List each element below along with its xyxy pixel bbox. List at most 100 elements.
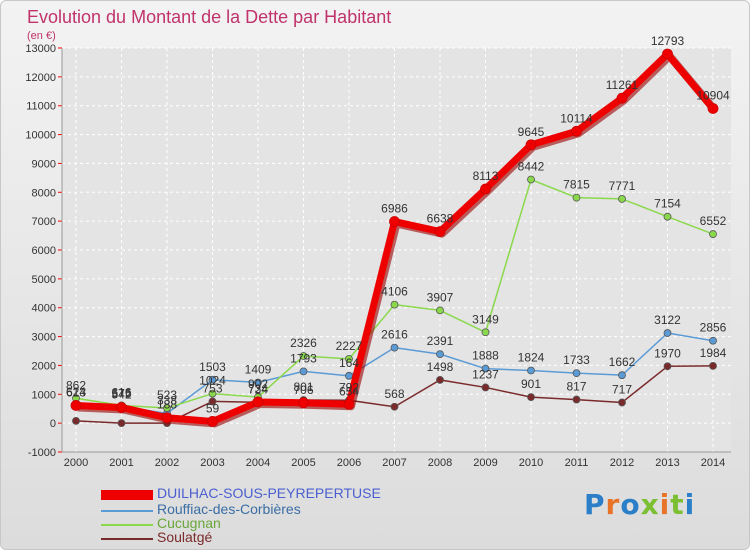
x-tick-label: 2003 (200, 457, 224, 469)
x-tick-label: 2004 (246, 457, 270, 469)
data-label: 792 (339, 380, 359, 394)
x-tick-label: 2011 (565, 457, 589, 469)
data-point (208, 389, 217, 398)
x-tick-label: 2009 (473, 457, 497, 469)
data-label: 1888 (472, 349, 499, 363)
data-label: 2616 (381, 328, 408, 342)
data-label: 2227 (336, 339, 363, 353)
y-tick-label: 8000 (32, 187, 56, 199)
x-tick-label: 2013 (655, 457, 679, 469)
data-label: 6986 (381, 202, 408, 216)
y-tick-label: 1000 (32, 389, 56, 401)
data-point (480, 183, 491, 195)
legend-swatch (101, 538, 153, 540)
data-label: 706 (293, 383, 313, 397)
data-label: 9645 (518, 125, 545, 139)
data-label: 7154 (654, 197, 681, 211)
data-label: 568 (384, 387, 404, 401)
legend-swatch (101, 524, 153, 526)
data-point (662, 48, 673, 60)
data-point (527, 366, 535, 375)
data-label: 523 (157, 388, 177, 402)
data-label: 1984 (700, 346, 727, 360)
x-tick-label: 2010 (519, 457, 543, 469)
y-tick-label: 13000 (25, 43, 56, 55)
data-point (390, 300, 399, 309)
data-label: 338 (157, 393, 177, 407)
data-point (436, 306, 444, 315)
data-point (208, 375, 217, 384)
data-label: 1824 (518, 351, 545, 365)
y-tick-label: 9000 (32, 158, 56, 170)
data-label: 753 (202, 381, 222, 395)
data-point (434, 226, 446, 237)
y-tick-label: -1000 (28, 447, 56, 459)
data-point (527, 175, 535, 184)
data-label: 1503 (199, 360, 226, 374)
x-tick-label: 2006 (337, 457, 361, 469)
legend-swatch (101, 490, 153, 500)
data-label: 6638 (427, 212, 454, 226)
data-label: 734 (248, 382, 268, 396)
x-tick-label: 2001 (109, 457, 133, 469)
legend-label: Cucugnan (157, 515, 221, 531)
x-tick-label: 2000 (64, 457, 88, 469)
data-point (436, 376, 444, 384)
data-label: 575 (111, 387, 131, 401)
data-point (72, 416, 80, 425)
data-point (572, 193, 581, 202)
y-tick-label: 12000 (25, 72, 56, 84)
data-point (707, 103, 719, 114)
x-tick-label: 2005 (291, 457, 315, 469)
legend-label: Soulatgé (157, 529, 213, 545)
x-tick-label: 2012 (610, 457, 634, 469)
data-label: 613 (66, 385, 86, 399)
data-point (572, 395, 581, 404)
data-point (345, 354, 353, 363)
legend-swatch (101, 510, 153, 512)
data-point (525, 139, 537, 151)
data-label: 1237 (472, 367, 499, 381)
logo-letter: x (640, 488, 660, 521)
data-point (481, 364, 490, 373)
data-point (343, 398, 355, 410)
data-point (298, 397, 309, 409)
logo-letter: o (620, 488, 641, 521)
logo-letter: r (605, 488, 621, 521)
data-point (345, 371, 353, 380)
data-point (299, 352, 308, 360)
data-label: 817 (566, 380, 586, 394)
logo-letter: i (659, 488, 671, 521)
data-label: 1498 (427, 360, 454, 374)
data-label: 12793 (651, 34, 685, 48)
logo-letter: t (670, 488, 685, 521)
data-point (163, 404, 171, 412)
data-point (389, 216, 400, 227)
y-tick-label: 0 (50, 418, 56, 430)
data-label: 2391 (427, 334, 454, 348)
data-label: 724 (248, 382, 268, 396)
plot-area (62, 48, 731, 452)
data-label: 801 (293, 380, 313, 394)
data-point (618, 194, 626, 203)
data-point (663, 329, 672, 337)
data-point (116, 402, 127, 413)
data-label: 1733 (563, 353, 590, 367)
proxiti-logo: Proxiti (584, 488, 695, 521)
data-point (207, 416, 218, 427)
unit-label: (en €) (27, 30, 56, 42)
data-point (390, 343, 399, 352)
data-label: 2326 (290, 336, 317, 350)
data-point (252, 396, 264, 408)
data-point (481, 383, 490, 392)
data-point (390, 402, 399, 411)
data-label: 1024 (199, 374, 226, 388)
data-point (709, 361, 717, 370)
data-point (161, 412, 173, 424)
data-point (299, 367, 308, 376)
data-label: 6552 (700, 214, 727, 228)
data-point (571, 125, 582, 137)
data-label: 624 (66, 385, 86, 399)
legend-label: DUILHAC-SOUS-PEYREPERTUSE (157, 485, 381, 501)
data-label: 1793 (290, 351, 317, 365)
